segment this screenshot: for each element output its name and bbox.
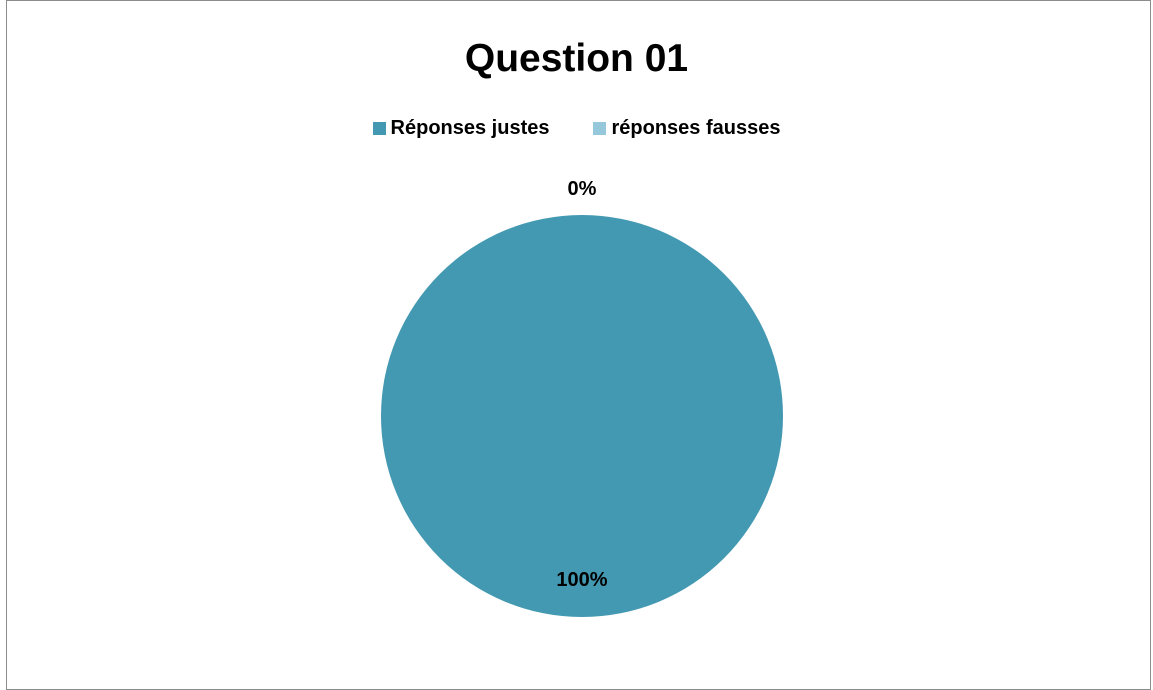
legend-label-reponses-fausses: réponses fausses [611, 117, 781, 139]
pie-slice-reponses-justes [381, 215, 783, 617]
chart-title: Question 01 [464, 37, 689, 80]
legend-swatch-reponses-fausses [593, 122, 607, 135]
data-label-reponses-fausses: 0% [568, 178, 597, 200]
legend-swatch-reponses-justes [372, 122, 386, 135]
legend-label-reponses-justes: Réponses justes [390, 117, 550, 139]
pie-chart: 100% 0% [381, 178, 783, 617]
legend-item-reponses-justes: Réponses justes [372, 117, 550, 140]
legend-item-reponses-fausses: réponses fausses [593, 117, 780, 140]
legend: Réponses justes réponses fausses [0, 117, 1153, 140]
data-label-reponses-justes: 100% [556, 569, 607, 591]
